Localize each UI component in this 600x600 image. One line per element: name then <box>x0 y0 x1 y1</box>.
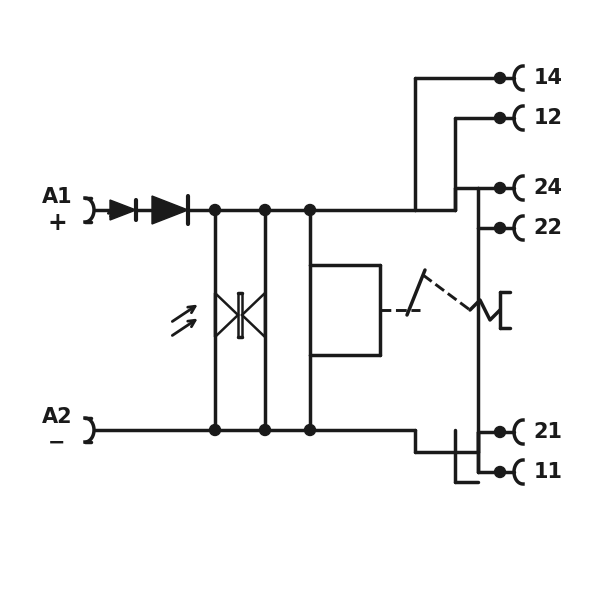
Circle shape <box>494 467 505 478</box>
Circle shape <box>209 425 221 436</box>
Circle shape <box>494 113 505 124</box>
Circle shape <box>305 205 316 215</box>
Circle shape <box>494 73 505 83</box>
Text: −: − <box>48 433 66 453</box>
Circle shape <box>494 182 505 193</box>
Circle shape <box>260 205 271 215</box>
Circle shape <box>260 425 271 436</box>
Text: 12: 12 <box>533 108 563 128</box>
Text: 14: 14 <box>533 68 563 88</box>
Circle shape <box>305 425 316 436</box>
Text: 24: 24 <box>533 178 563 198</box>
Circle shape <box>494 223 505 233</box>
Text: A1: A1 <box>41 187 73 207</box>
Text: 21: 21 <box>533 422 563 442</box>
Polygon shape <box>152 196 188 224</box>
Text: 11: 11 <box>533 462 563 482</box>
Circle shape <box>209 205 221 215</box>
Text: 22: 22 <box>533 218 563 238</box>
Circle shape <box>494 427 505 437</box>
Text: A2: A2 <box>41 407 73 427</box>
Text: +: + <box>47 211 67 235</box>
Polygon shape <box>110 200 136 220</box>
